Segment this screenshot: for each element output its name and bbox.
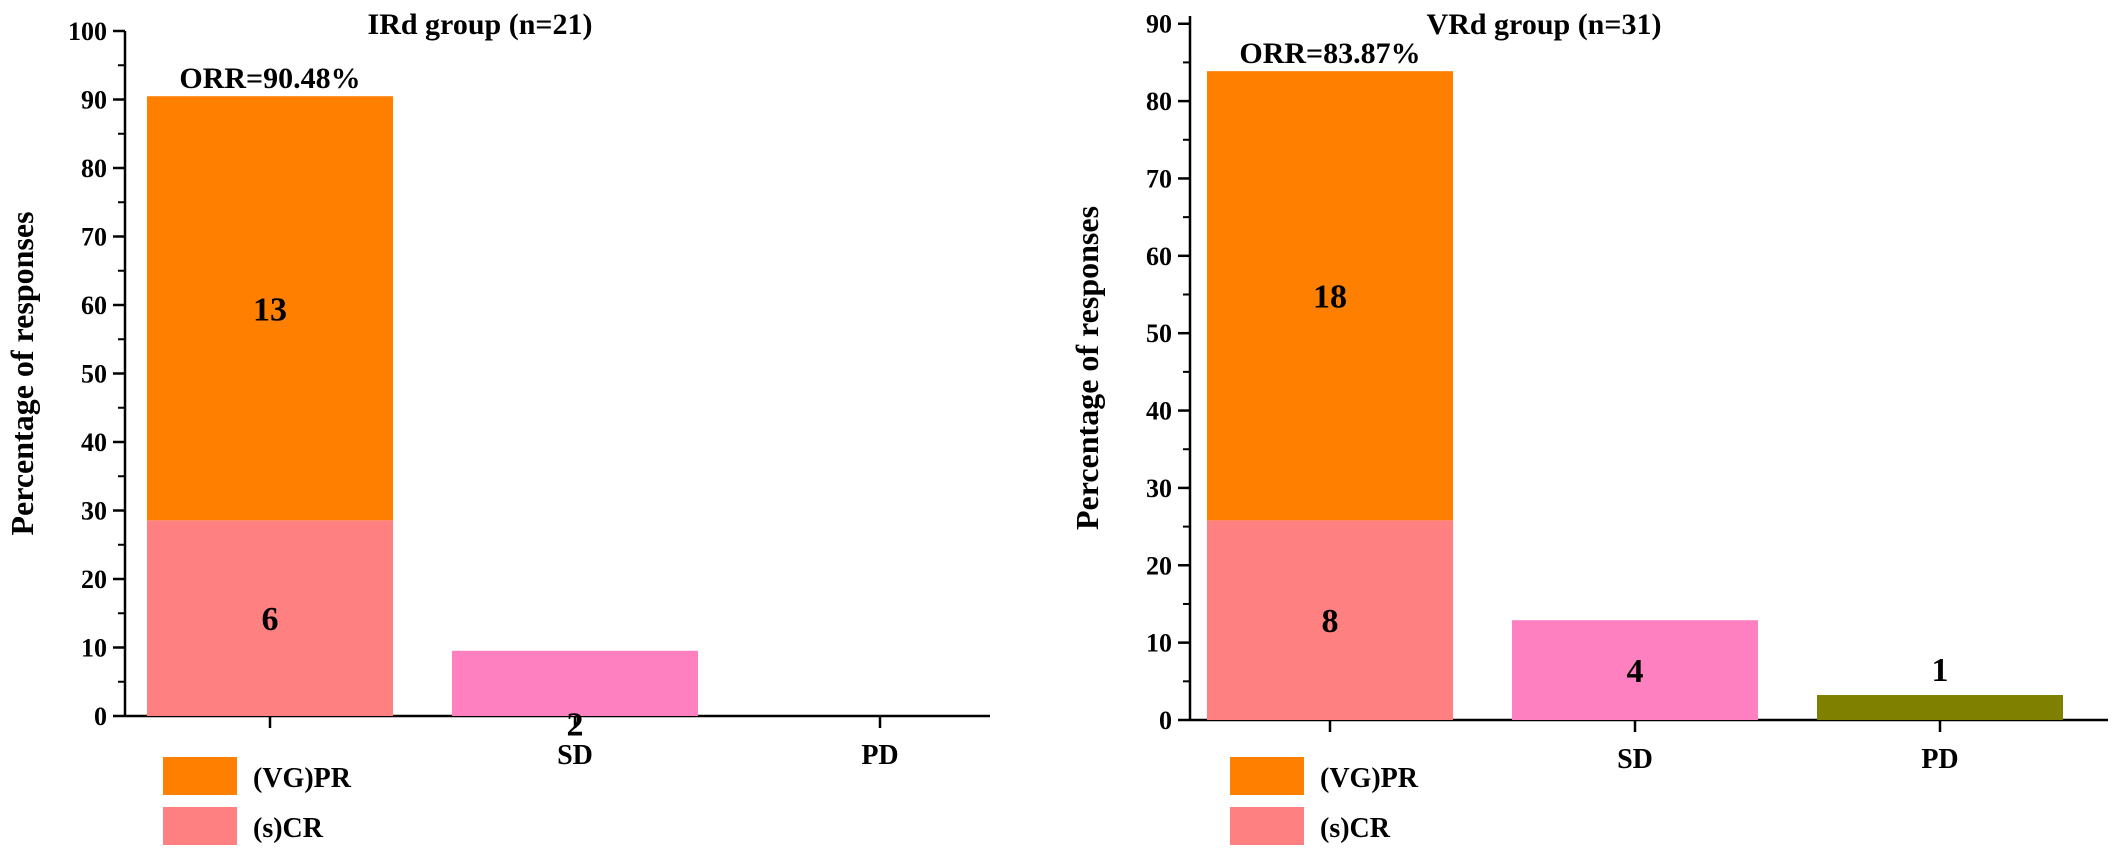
- figure: IRd group (n=21)0102030405060708090100Pe…: [0, 0, 2128, 854]
- y-tick-label: 40: [1146, 397, 1172, 426]
- y-tick-label: 50: [81, 360, 107, 389]
- legend-swatch-0: [163, 757, 237, 795]
- bar-count-label: 13: [253, 291, 287, 328]
- bar-count-label: 8: [1322, 603, 1339, 640]
- legend-swatch-0: [1230, 757, 1304, 795]
- bar-seg3-2: [1817, 695, 2063, 720]
- y-tick-label: 90: [1146, 10, 1172, 39]
- bar-count-label: 4: [1627, 653, 1644, 690]
- legend-label-0: (VG)PR: [1320, 763, 1419, 794]
- y-tick-label: 0: [1159, 706, 1172, 735]
- y-tick-label: 100: [68, 17, 107, 46]
- y-tick-label: 60: [81, 291, 107, 320]
- chart-panel-1: IRd group (n=21) 0 10 20 30 40 50 60 70 80 90 100 Pe…: [4, 8, 990, 845]
- y-tick-label: 80: [1146, 87, 1172, 116]
- y-tick-label: 10: [81, 634, 107, 663]
- y-tick-label: 60: [1146, 242, 1172, 271]
- chart-panel-2: VRd group (n=31) 0 10 20 30 40 50 60 70 80 90 Perce…: [1069, 8, 2108, 845]
- legend-label-1: (s)CR: [1320, 813, 1391, 844]
- y-tick-label: 30: [1146, 474, 1172, 503]
- orr-annotation: ORR=90.48%: [179, 62, 360, 95]
- y-tick-label: 10: [1146, 629, 1172, 658]
- y-tick-label: 70: [1146, 164, 1172, 193]
- y-tick-label: 90: [81, 86, 107, 115]
- y-tick-label: 50: [1146, 319, 1172, 348]
- orr-annotation: ORR=83.87%: [1239, 37, 1420, 70]
- bar-count-label: 1: [1932, 652, 1949, 689]
- legend-label-1: (s)CR: [253, 813, 324, 844]
- y-tick-label: 80: [81, 154, 107, 183]
- x-tick-label-pd: PD: [1921, 744, 1958, 775]
- x-tick-label-pd: PD: [861, 740, 898, 771]
- y-tick-label: 70: [81, 223, 107, 252]
- y-tick-label: 0: [94, 702, 107, 731]
- chart-title: IRd group (n=21): [368, 8, 593, 41]
- bar-count-label: 2: [567, 706, 584, 743]
- y-tick-label: 20: [81, 565, 107, 594]
- y-tick-label: 30: [81, 497, 107, 526]
- legend-label-0: (VG)PR: [253, 763, 352, 794]
- y-tick-label: 20: [1146, 551, 1172, 580]
- y-tick-label: 40: [81, 428, 107, 457]
- legend-swatch-1: [1230, 807, 1304, 845]
- y-axis-label: Percentage of responses: [1069, 206, 1105, 530]
- x-tick-label-sd: SD: [557, 740, 593, 771]
- y-axis-label: Percentage of responses: [4, 211, 40, 535]
- bar-count-label: 18: [1313, 279, 1347, 316]
- bar-count-label: 6: [262, 601, 279, 638]
- x-tick-label-sd: SD: [1617, 744, 1653, 775]
- legend-swatch-1: [163, 807, 237, 845]
- chart-title: VRd group (n=31): [1427, 8, 1662, 41]
